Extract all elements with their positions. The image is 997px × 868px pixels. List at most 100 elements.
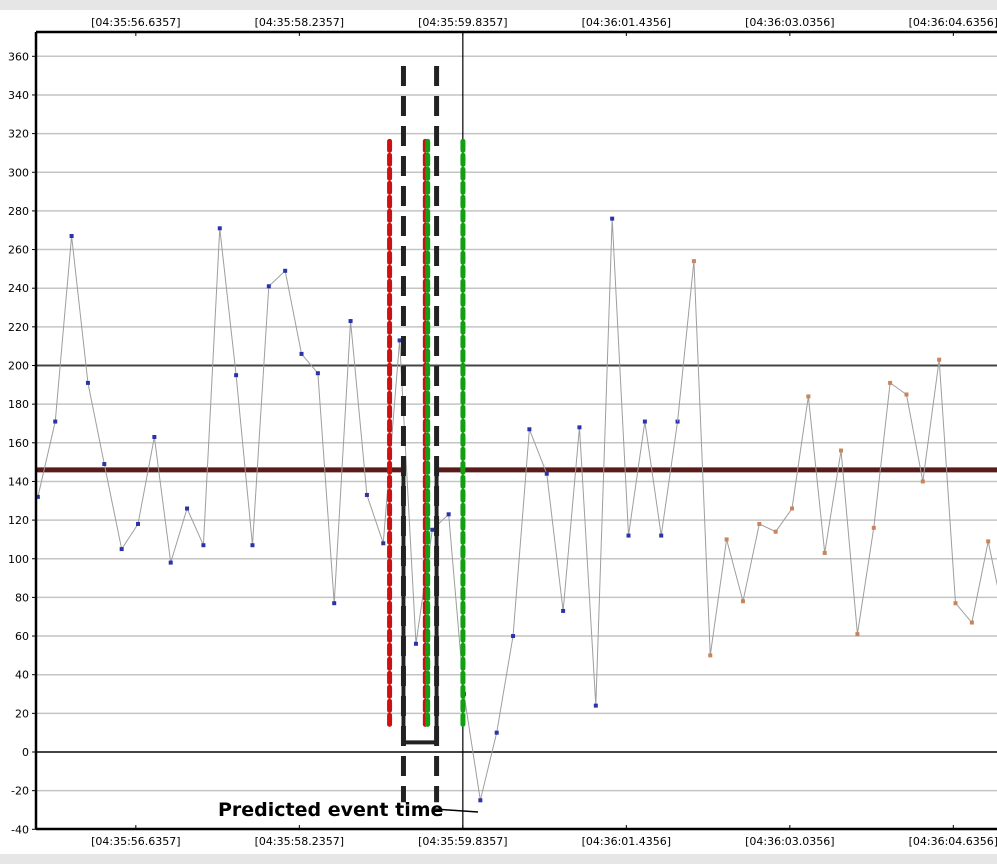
data-point	[969, 620, 974, 625]
y-tick-label: -20	[11, 785, 29, 798]
tick-labels: -40 -20 0 20 40 60 80 100 120 140 160 180 200 220 240 2…	[8, 16, 997, 848]
x-tick-label-top: [04:36:04.6356]	[909, 16, 997, 29]
x-tick-label-bottom: [04:36:01.4356]	[582, 835, 671, 848]
series-line	[693, 261, 997, 656]
data-point	[953, 601, 958, 606]
data-point	[348, 319, 353, 324]
data-point	[119, 547, 124, 552]
data-point	[511, 634, 516, 639]
data-point	[315, 371, 320, 376]
grid	[36, 55, 997, 792]
y-tick-label: 40	[15, 669, 29, 682]
data-point	[168, 560, 173, 565]
data-point	[773, 529, 778, 534]
y-tick-label: 320	[8, 128, 29, 141]
y-tick-label: 340	[8, 89, 29, 102]
data-point	[937, 357, 942, 362]
data-point	[527, 427, 532, 432]
data-point	[283, 268, 288, 273]
data-point	[642, 419, 647, 424]
data-point	[35, 494, 40, 499]
data-point	[430, 527, 435, 532]
x-tick-label-top: [04:36:01.4356]	[582, 16, 671, 29]
data-point	[201, 543, 206, 548]
x-tick-label-top: [04:35:56.6357]	[91, 16, 180, 29]
data-point	[152, 435, 157, 440]
y-tick-label: 120	[8, 514, 29, 527]
data-point	[413, 641, 418, 646]
data-point	[478, 798, 483, 803]
y-tick-label: 200	[8, 360, 29, 373]
data-point	[577, 425, 582, 430]
y-tick-label: 0	[22, 746, 29, 759]
window-box	[401, 469, 439, 745]
data-point	[446, 512, 451, 517]
data-point	[986, 539, 991, 544]
annotation-leader-line	[433, 808, 479, 813]
data-point	[85, 380, 90, 385]
data-point	[855, 632, 860, 637]
y-tick-label: 220	[8, 321, 29, 334]
x-tick-label-top: [04:36:03.0356]	[745, 16, 834, 29]
data-point	[790, 506, 795, 511]
data-point	[136, 521, 141, 526]
data-point	[888, 380, 893, 385]
data-point	[626, 533, 631, 538]
annotation-group: Predicted event time	[218, 799, 479, 821]
x-tick-label-bottom: [04:35:58.2357]	[255, 835, 344, 848]
y-tick-label: 180	[8, 398, 29, 411]
data-point	[332, 601, 337, 606]
y-tick-label: 260	[8, 244, 29, 257]
x-tick-label-top: [04:35:58.2357]	[255, 16, 344, 29]
data-point	[839, 448, 844, 453]
series-line	[37, 218, 679, 801]
data-point	[659, 533, 664, 538]
data-point	[299, 351, 304, 356]
y-tick-label: 80	[15, 591, 29, 604]
series-connector	[677, 261, 695, 422]
y-tick-label: 280	[8, 205, 29, 218]
data-point	[822, 550, 827, 555]
overlay-group	[387, 32, 466, 829]
data-point	[708, 653, 713, 658]
y-tick-label: 160	[8, 437, 29, 450]
data-point	[561, 608, 566, 613]
data-point	[250, 543, 255, 548]
y-tick-label: 20	[15, 707, 29, 720]
x-tick-label-bottom: [04:35:59.8357]	[418, 835, 507, 848]
data-point	[806, 394, 811, 399]
data-point	[610, 216, 615, 221]
chart-background	[0, 10, 997, 854]
data-point	[397, 338, 402, 343]
x-tick-label-top: [04:35:59.8357]	[418, 16, 507, 29]
data-point	[544, 471, 549, 476]
data-point	[724, 537, 729, 542]
data-point	[102, 462, 107, 467]
x-tick-label-bottom: [04:36:04.6356]	[909, 835, 997, 848]
x-tick-label-bottom: [04:35:56.6357]	[91, 835, 180, 848]
y-tick-label: 240	[8, 282, 29, 295]
data-point	[381, 541, 386, 546]
data-point	[234, 373, 239, 378]
y-tick-label: 360	[8, 50, 29, 63]
bottom-strip	[0, 854, 997, 864]
data-point	[757, 521, 762, 526]
x-tick-label-bottom: [04:36:03.0356]	[745, 835, 834, 848]
annotation-label: Predicted event time	[218, 799, 443, 821]
data-point	[740, 599, 745, 604]
data-point	[904, 392, 909, 397]
data-point	[53, 419, 58, 424]
y-tick-label: -40	[11, 823, 29, 836]
y-tick-label: 300	[8, 166, 29, 179]
data-point	[185, 506, 190, 511]
data-point	[217, 226, 222, 231]
series-group	[35, 216, 997, 803]
top-strip	[0, 0, 997, 10]
data-point	[871, 525, 876, 530]
y-tick-label: 100	[8, 553, 29, 566]
y-tick-label: 60	[15, 630, 29, 643]
data-point	[69, 234, 74, 239]
data-point	[494, 730, 499, 735]
